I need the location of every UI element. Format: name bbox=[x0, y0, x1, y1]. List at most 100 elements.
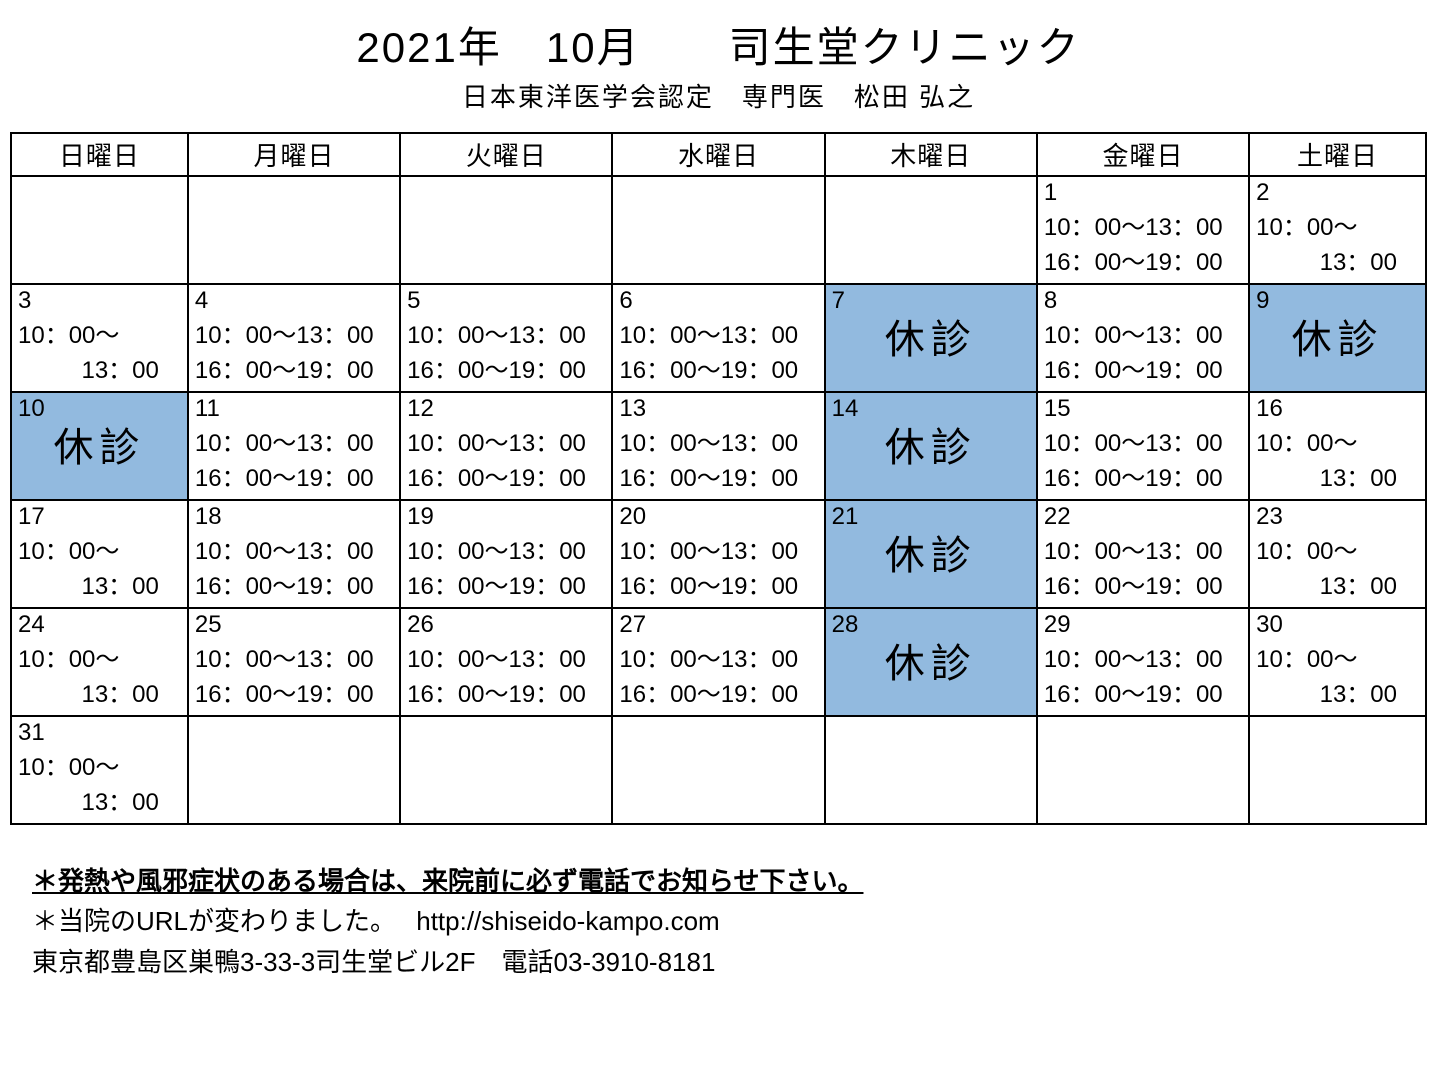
hours-half: 10：00～13：00 bbox=[18, 751, 183, 821]
hours-full: 10：00～13：0016：00～19：00 bbox=[195, 535, 395, 605]
calendar-week-row: 110：00～13：0016：00～19：00210：00～13：00 bbox=[11, 176, 1426, 284]
calendar-cell bbox=[825, 176, 1037, 284]
calendar-cell: 210：00～13：00 bbox=[1249, 176, 1426, 284]
calendar-cell: 25 10：00～13：0016：00～19：00 bbox=[188, 608, 400, 716]
hours-full: 10：00～13：0016：00～19：00 bbox=[407, 427, 607, 497]
calendar-cell: 110：00～13：0016：00～19：00 bbox=[1037, 176, 1249, 284]
day-number: 26 bbox=[407, 611, 434, 639]
calendar-cell: 26 10：00～13：0016：00～19：00 bbox=[400, 608, 612, 716]
footer-notice: ＊発熱や風邪症状のある場合は、来院前に必ず電話でお知らせ下さい。 bbox=[32, 861, 1427, 901]
calendar-day-header: 水曜日 bbox=[612, 133, 824, 176]
day-number: 15 bbox=[1044, 395, 1071, 423]
footer: ＊発熱や風邪症状のある場合は、来院前に必ず電話でお知らせ下さい。 ＊当院のURL… bbox=[32, 861, 1427, 982]
hours-full: 10：00～13：0016：00～19：00 bbox=[195, 319, 395, 389]
calendar-cell: 23 10：00～13：00 bbox=[1249, 500, 1426, 608]
calendar-cell bbox=[400, 176, 612, 284]
calendar-table: 日曜日月曜日火曜日水曜日木曜日金曜日土曜日 110：00～13：0016：00～… bbox=[10, 132, 1427, 825]
hours-full: 10：00～13：0016：00～19：00 bbox=[195, 643, 395, 713]
calendar-cell bbox=[188, 716, 400, 824]
hours-full: 10：00～13：0016：00～19：00 bbox=[407, 535, 607, 605]
calendar-cell bbox=[11, 176, 188, 284]
calendar-day-header: 火曜日 bbox=[400, 133, 612, 176]
hours-half: 10：00～13：00 bbox=[18, 643, 183, 713]
calendar-week-row: 1710：00～13：001810：00～13：0016：00～19：00191… bbox=[11, 500, 1426, 608]
calendar-cell: 6 10：00～13：0016：00～19：00 bbox=[612, 284, 824, 392]
calendar-cell: 29 10：00～13：0016：00～19：00 bbox=[1037, 608, 1249, 716]
day-number: 12 bbox=[407, 395, 434, 423]
calendar-body: 110：00～13：0016：00～19：00210：00～13：00310：0… bbox=[11, 176, 1426, 824]
hours-full: 10：00～13：0016：00～19：00 bbox=[407, 643, 607, 713]
hours-full: 10：00～13：0016：00～19：00 bbox=[1044, 535, 1244, 605]
calendar-cell: 2010：00～13：0016：00～19：00 bbox=[612, 500, 824, 608]
closed-label: 休診 bbox=[826, 307, 1036, 365]
calendar-day-header: 金曜日 bbox=[1037, 133, 1249, 176]
day-number: 30 bbox=[1256, 611, 1283, 639]
calendar-cell: 8 10：00～13：0016：00～19：00 bbox=[1037, 284, 1249, 392]
calendar-cell bbox=[188, 176, 400, 284]
calendar-cell: 14休診 bbox=[825, 392, 1037, 500]
calendar-cell: 15 10：00～13：0016：00～19：00 bbox=[1037, 392, 1249, 500]
day-number: 1 bbox=[1044, 179, 1057, 207]
calendar-cell: 1710：00～13：00 bbox=[11, 500, 188, 608]
calendar-day-header: 月曜日 bbox=[188, 133, 400, 176]
closed-label: 休診 bbox=[12, 415, 187, 473]
calendar-day-header: 木曜日 bbox=[825, 133, 1037, 176]
day-number: 13 bbox=[619, 395, 646, 423]
calendar-header-row: 日曜日月曜日火曜日水曜日木曜日金曜日土曜日 bbox=[11, 133, 1426, 176]
day-number: 4 bbox=[195, 287, 208, 315]
hours-half: 10：00～13：00 bbox=[18, 535, 183, 605]
calendar-cell bbox=[400, 716, 612, 824]
calendar-cell: 10休診 bbox=[11, 392, 188, 500]
day-number: 24 bbox=[18, 611, 45, 639]
calendar-day-header: 土曜日 bbox=[1249, 133, 1426, 176]
calendar-cell: 21休診 bbox=[825, 500, 1037, 608]
day-number: 23 bbox=[1256, 503, 1283, 531]
closed-label: 休診 bbox=[826, 523, 1036, 581]
day-number: 11 bbox=[195, 395, 220, 423]
day-number: 8 bbox=[1044, 287, 1057, 315]
hours-full: 10：00～13：0016：00～19：00 bbox=[619, 643, 819, 713]
calendar-cell: 3 10：00～13：00 bbox=[11, 284, 188, 392]
calendar-cell: 28休診 bbox=[825, 608, 1037, 716]
day-number: 29 bbox=[1044, 611, 1071, 639]
calendar-cell: 3010：00～13：00 bbox=[1249, 608, 1426, 716]
hours-full: 10：00～13：0016：00～19：00 bbox=[1044, 319, 1244, 389]
day-number: 25 bbox=[195, 611, 222, 639]
calendar-cell: 11 10：00～13：0016：00～19：00 bbox=[188, 392, 400, 500]
calendar-week-row: 10休診11 10：00～13：0016：00～19：00 12 10：00～13：0… bbox=[11, 392, 1426, 500]
hours-full: 10：00～13：0016：00～19：00 bbox=[619, 319, 819, 389]
hours-half: 10：00～13：00 bbox=[18, 319, 183, 389]
calendar-cell: 27 10：00～13：0016：00～19：00 bbox=[612, 608, 824, 716]
footer-url: ＊当院のURLが変わりました。 http://shiseido-kampo.co… bbox=[32, 901, 1427, 941]
day-number: 22 bbox=[1044, 503, 1071, 531]
calendar-cell: 7休診 bbox=[825, 284, 1037, 392]
calendar-cell: 18 10：00～13：0016：00～19：00 bbox=[188, 500, 400, 608]
hours-half: 10：00～13：00 bbox=[1256, 535, 1421, 605]
hours-full: 10：00～13：0016：00～19：00 bbox=[619, 535, 819, 605]
calendar-cell: 1610：00～13：00 bbox=[1249, 392, 1426, 500]
calendar-day-header: 日曜日 bbox=[11, 133, 188, 176]
hours-half: 10：00～13：00 bbox=[1256, 427, 1421, 497]
page-subtitle: 日本東洋医学会認定 専門医 松田 弘之 bbox=[10, 77, 1427, 114]
calendar-cell: 4 10：00～13：0016：00～19：00 bbox=[188, 284, 400, 392]
calendar-week-row: 310：00～13：00410：00～13：0016：00～19：00510：0… bbox=[11, 284, 1426, 392]
calendar-cell: 1910：00～13：0016：00～19：00 bbox=[400, 500, 612, 608]
day-number: 3 bbox=[18, 287, 31, 315]
calendar-cell bbox=[612, 716, 824, 824]
calendar-cell bbox=[825, 716, 1037, 824]
page-title: 2021年 10月 司生堂クリニック bbox=[10, 14, 1427, 75]
hours-full: 10：00～13：0016：00～19：00 bbox=[195, 427, 395, 497]
closed-label: 休診 bbox=[826, 631, 1036, 689]
calendar-cell: 510：00～13：0016：00～19：00 bbox=[400, 284, 612, 392]
closed-label: 休診 bbox=[1250, 307, 1425, 365]
hours-full: 10：00～13：0016：00～19：00 bbox=[1044, 643, 1244, 713]
hours-full: 10：00～13：0016：00～19：00 bbox=[1044, 427, 1244, 497]
day-number: 6 bbox=[619, 287, 632, 315]
calendar-week-row: 31 10：00～13：00 bbox=[11, 716, 1426, 824]
day-number: 18 bbox=[195, 503, 222, 531]
calendar-cell: 13 10：00～13：0016：00～19：00 bbox=[612, 392, 824, 500]
calendar-cell bbox=[1249, 716, 1426, 824]
hours-full: 10：00～13：0016：00～19：00 bbox=[619, 427, 819, 497]
day-number: 31 bbox=[18, 719, 45, 747]
day-number: 27 bbox=[619, 611, 646, 639]
